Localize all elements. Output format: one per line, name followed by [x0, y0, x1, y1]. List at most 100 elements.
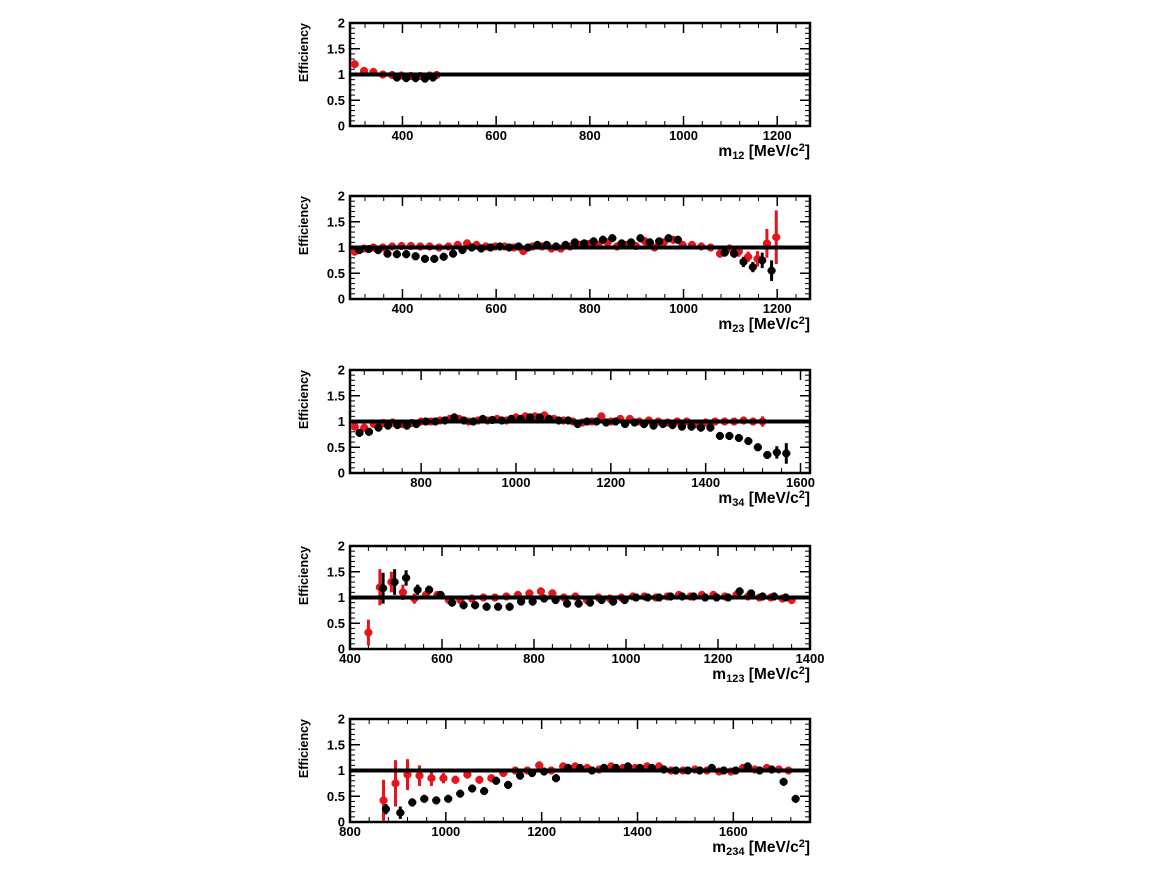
data-point: [475, 775, 484, 784]
data-point: [379, 796, 388, 805]
x-tick-label: 1400: [623, 824, 652, 839]
data-point: [492, 776, 501, 785]
data-point: [734, 433, 743, 442]
data-point: [580, 239, 589, 248]
data-point: [772, 233, 781, 242]
data-point: [505, 602, 514, 611]
x-tick-label: 600: [485, 128, 507, 143]
data-point: [574, 599, 583, 608]
x-axis-title: m23 [MeV/c2]: [718, 315, 810, 335]
data-point: [744, 437, 753, 446]
data-point: [402, 250, 411, 259]
data-point: [608, 234, 617, 243]
data-point: [767, 266, 776, 275]
x-axis-title: m12 [MeV/c2]: [718, 142, 810, 162]
data-point: [645, 238, 654, 247]
data-point: [392, 250, 401, 259]
y-tick-label: 0.5: [327, 440, 345, 455]
y-tick-label: 0.5: [327, 789, 345, 804]
data-point: [355, 428, 364, 437]
data-point: [597, 412, 606, 421]
x-axis-title-close: ]: [805, 143, 810, 160]
data-point: [471, 601, 480, 610]
data-point: [536, 587, 545, 596]
data-point: [463, 770, 472, 779]
x-tick-label: 600: [431, 651, 453, 666]
data-point: [782, 449, 791, 458]
y-axis-title: Efficiency: [297, 370, 311, 429]
x-axis-title-superscript: 2: [799, 315, 805, 327]
data-point: [563, 599, 572, 608]
data-point: [735, 587, 744, 596]
x-axis-title-subscript: 12: [732, 150, 744, 162]
x-axis-title-subscript: 123: [726, 673, 744, 685]
x-tick-label: 400: [339, 651, 361, 666]
x-axis-title-symbol: m: [718, 143, 732, 160]
data-point: [398, 588, 407, 597]
x-tick-label: 1000: [669, 128, 698, 143]
y-tick-label: 1.5: [327, 41, 345, 56]
data-point: [725, 431, 734, 440]
data-point: [747, 589, 756, 598]
data-point: [570, 238, 579, 247]
data-point: [655, 237, 664, 246]
x-axis-title-subscript: 234: [726, 846, 745, 858]
y-tick-label: 1: [338, 763, 345, 778]
data-point: [763, 450, 772, 459]
x-axis-title-unit: [MeV/c: [744, 143, 799, 160]
x-axis-title: m123 [MeV/c2]: [712, 665, 810, 685]
data-point: [432, 796, 441, 805]
data-point: [448, 598, 457, 607]
y-tick-label: 0.5: [327, 616, 345, 631]
x-tick-label: 1200: [596, 475, 625, 490]
x-tick-label: 600: [485, 301, 507, 316]
data-point: [758, 256, 767, 265]
x-tick-label: 1200: [704, 651, 733, 666]
y-tick-label: 1.5: [327, 737, 345, 752]
data-point: [425, 585, 434, 594]
data-point: [552, 774, 561, 783]
x-axis-title-superscript: 2: [799, 489, 805, 501]
data-point: [420, 74, 429, 83]
data-point: [791, 794, 800, 803]
x-axis-title-symbol: m: [712, 666, 726, 683]
y-axis-title: Efficiency: [297, 719, 311, 778]
x-axis-title: m234 [MeV/c2]: [712, 838, 810, 858]
x-tick-label: 400: [392, 128, 414, 143]
data-point: [403, 770, 412, 779]
data-point: [415, 771, 424, 780]
data-point: [548, 589, 557, 598]
x-axis-title-close: ]: [805, 316, 810, 333]
data-point: [456, 789, 465, 798]
data-point: [687, 422, 696, 431]
data-point: [430, 254, 439, 263]
data-point: [459, 601, 468, 610]
x-tick-label: 1000: [612, 651, 641, 666]
data-point: [779, 777, 788, 786]
data-point: [396, 808, 405, 817]
x-tick-label: 400: [392, 301, 414, 316]
data-point: [525, 589, 534, 598]
data-point: [535, 413, 544, 422]
data-point: [623, 762, 632, 771]
x-tick-label: 1600: [719, 824, 748, 839]
data-point: [494, 602, 503, 611]
data-point: [504, 780, 513, 789]
panel-1: 0 0.5 1 1.5 2 400 600 800 1000 1200 Efficiency m12 …: [297, 16, 812, 162]
data-point: [374, 423, 383, 432]
y-axis-title: Efficiency: [297, 23, 311, 82]
data-point: [450, 413, 459, 422]
data-point: [609, 597, 618, 606]
data-point: [739, 257, 748, 266]
data-point: [772, 448, 781, 457]
y-tick-label: 0: [338, 119, 345, 134]
data-point: [468, 784, 477, 793]
x-axis-title-symbol: m: [718, 490, 732, 507]
x-tick-label: 800: [410, 475, 432, 490]
x-axis-title-superscript: 2: [799, 665, 805, 677]
y-tick-label: 2: [338, 539, 345, 554]
data-point: [420, 254, 429, 263]
y-tick-label: 1.5: [327, 214, 345, 229]
x-axis-title-close: ]: [805, 839, 810, 856]
